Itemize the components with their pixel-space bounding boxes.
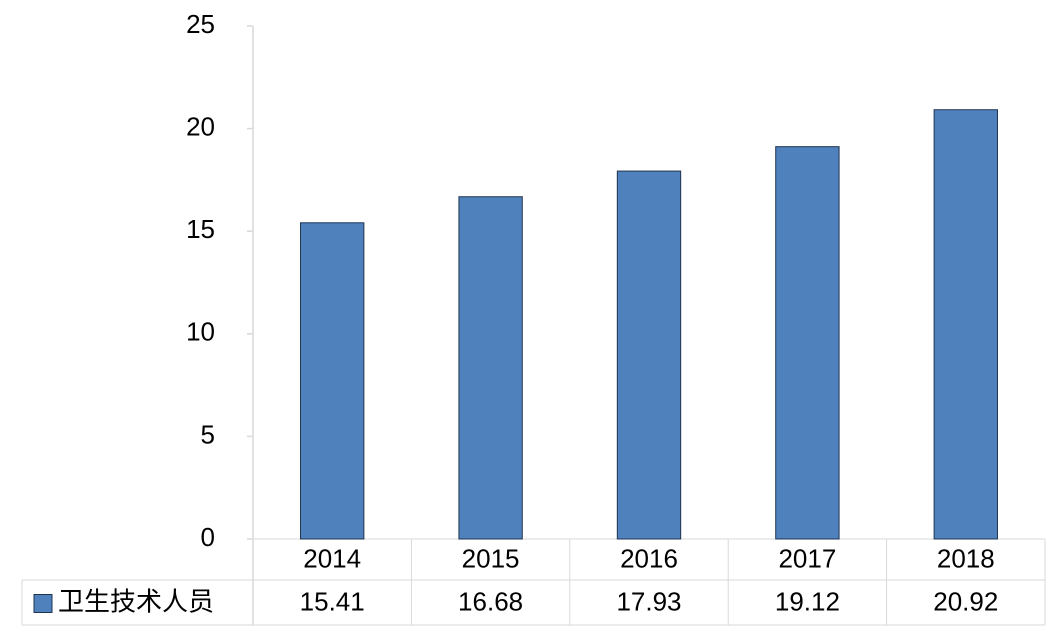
y-tick-label: 20: [186, 111, 215, 141]
y-tick-label: 10: [186, 317, 215, 347]
x-tick-label: 2016: [620, 543, 678, 573]
legend-label: 卫生技术人员: [58, 586, 214, 616]
x-tick-label: 2018: [937, 543, 995, 573]
x-tick-label: 2017: [778, 543, 836, 573]
legend-swatch: [33, 594, 53, 613]
bar: [458, 196, 523, 540]
table-value: 16.68: [458, 586, 523, 616]
bar: [775, 146, 840, 540]
y-tick-label: 5: [201, 419, 215, 449]
table-value: 15.41: [300, 586, 365, 616]
bar: [300, 222, 365, 540]
table-value: 17.93: [616, 586, 681, 616]
x-tick-label: 2014: [303, 543, 361, 573]
y-tick-label: 25: [186, 9, 215, 39]
table-value: 19.12: [775, 586, 840, 616]
bar: [616, 170, 682, 540]
bar: [933, 109, 998, 540]
y-tick-label: 0: [201, 522, 215, 552]
table-value: 20.92: [933, 586, 998, 616]
y-tick-label: 15: [186, 214, 215, 244]
x-tick-label: 2015: [462, 543, 520, 573]
